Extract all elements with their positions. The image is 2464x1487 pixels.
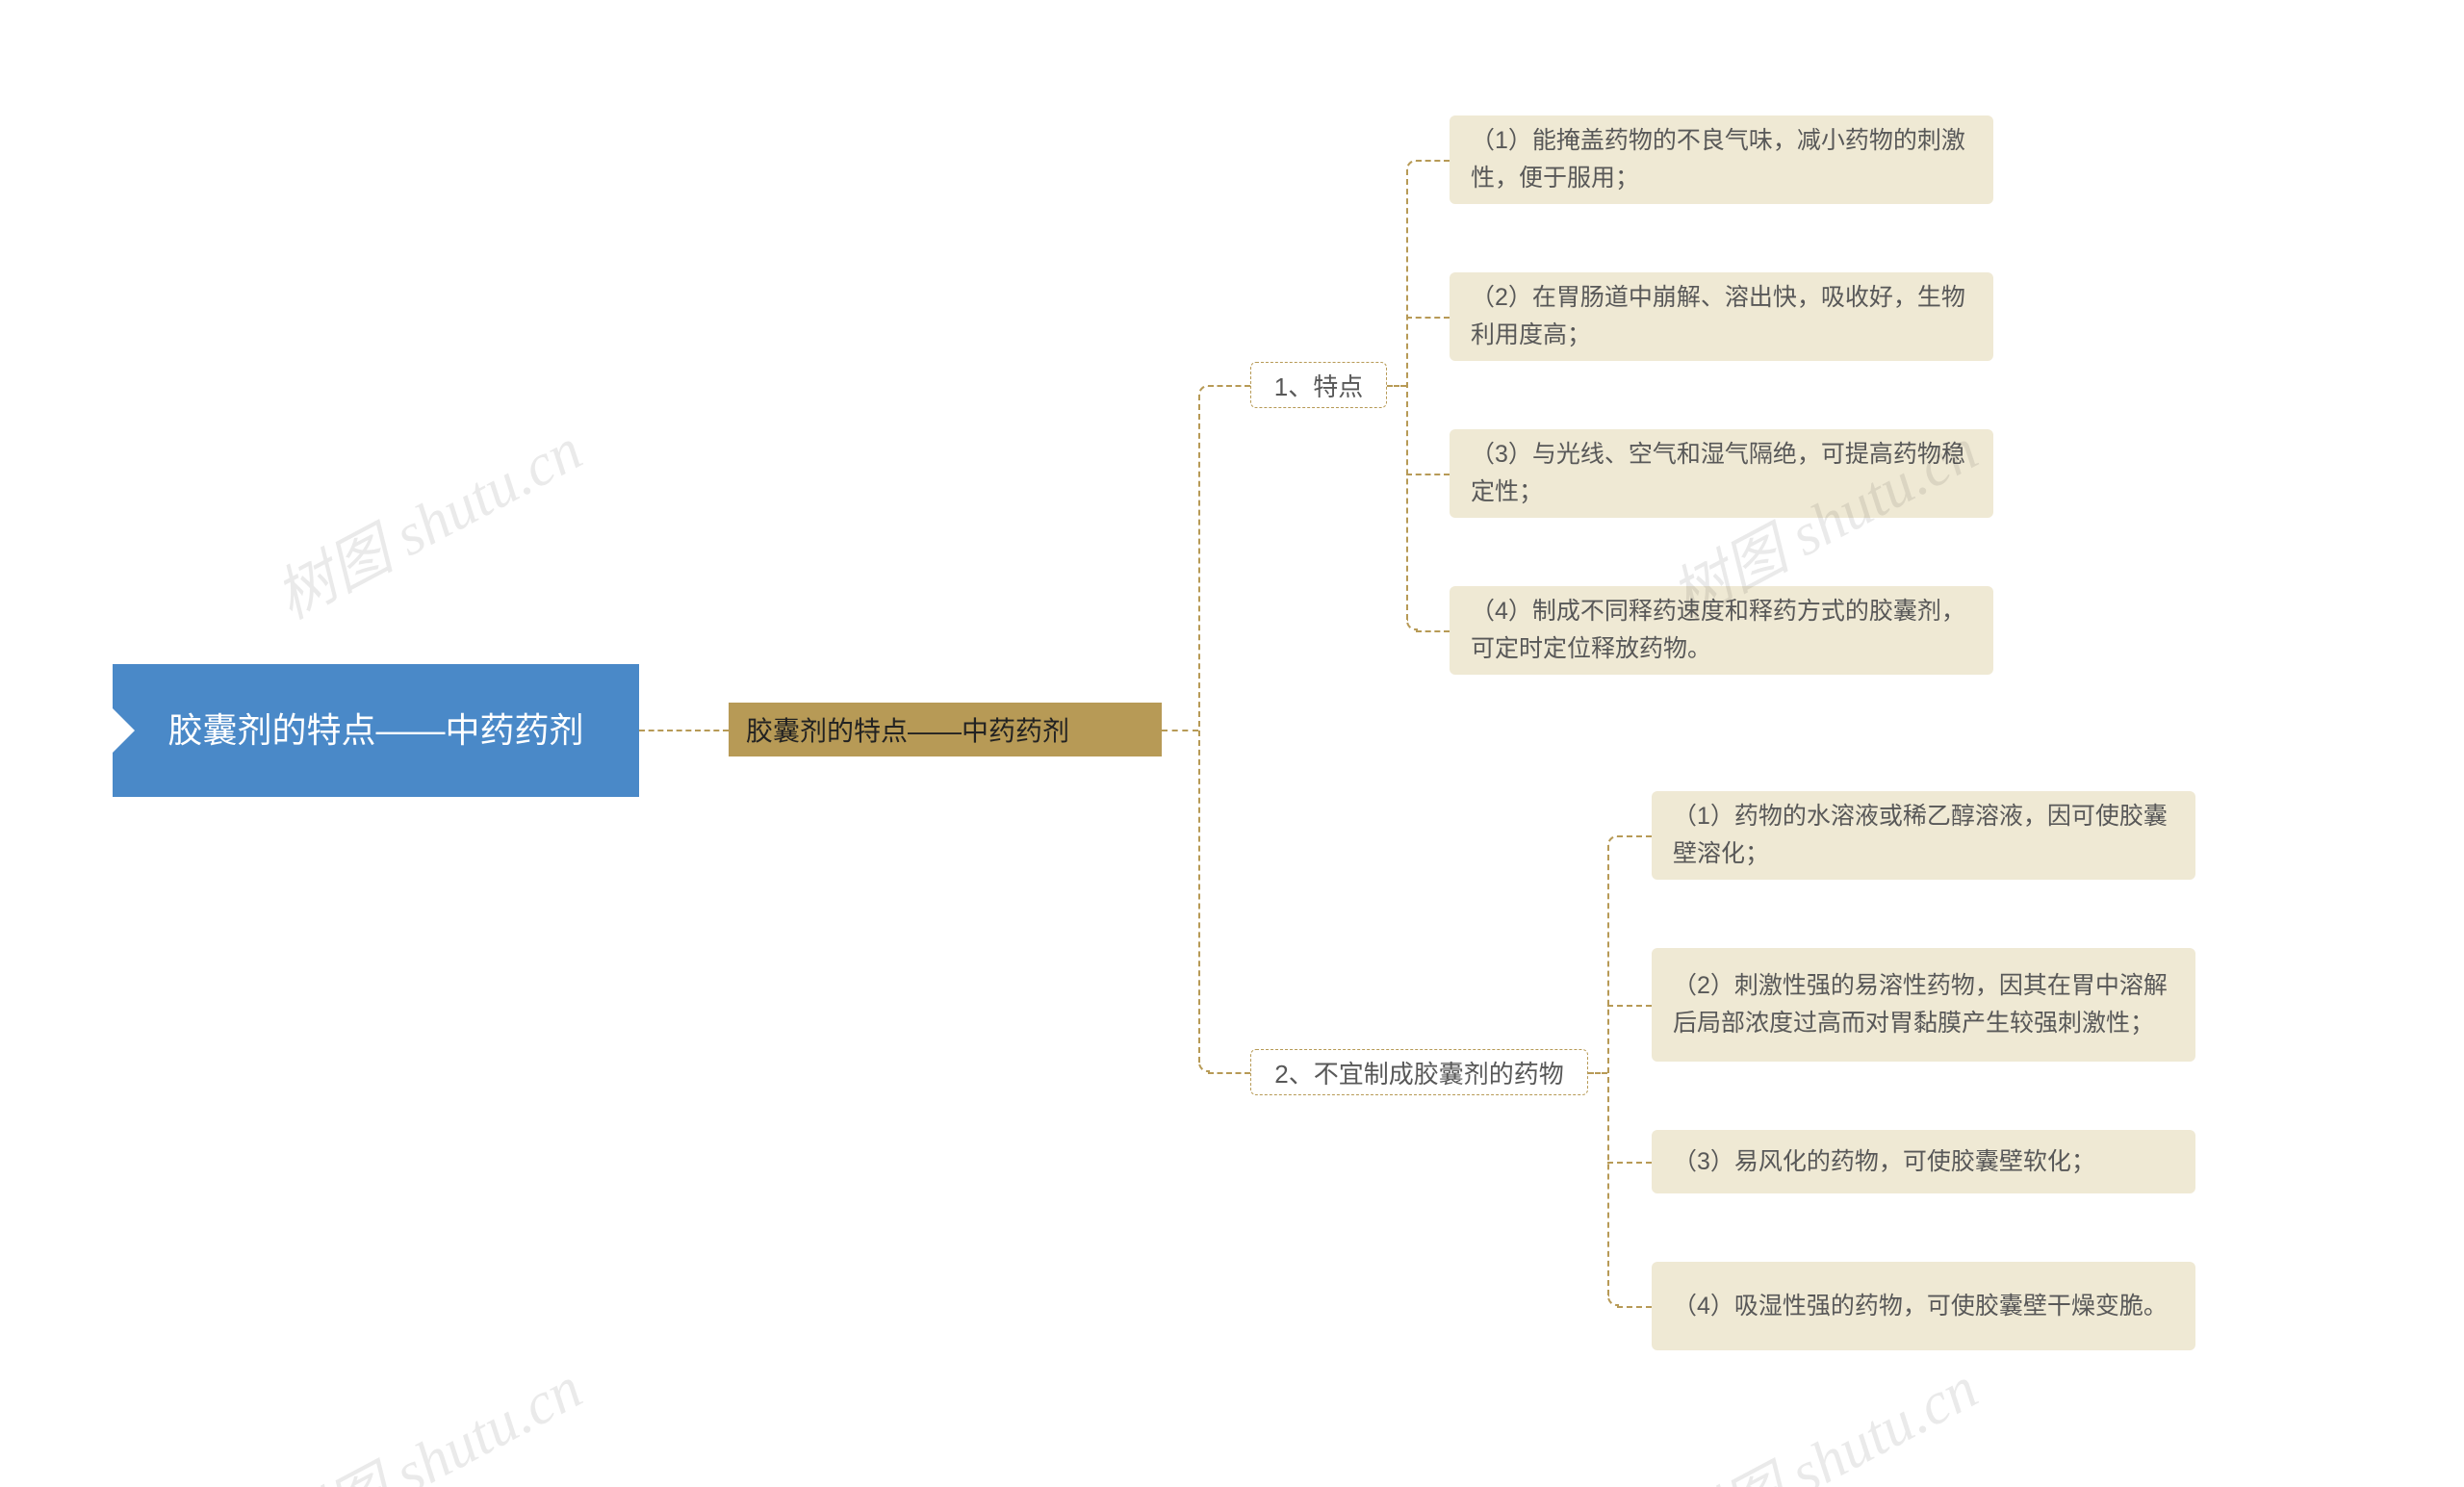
level2-node-unsuitable[interactable]: 2、不宜制成胶囊剂的药物 bbox=[1250, 1049, 1588, 1095]
leaf-text: （3）与光线、空气和湿气隔绝，可提高药物稳定性； bbox=[1471, 436, 1972, 511]
watermark-text: 树图 shutu.cn bbox=[1654, 1340, 1989, 1487]
leaf-node[interactable]: （2）刺激性强的易溶性药物，因其在胃中溶解后局部浓度过高而对胃黏膜产生较强刺激性… bbox=[1652, 948, 2195, 1062]
level1-label: 胶囊剂的特点——中药药剂 bbox=[746, 710, 1069, 749]
connector bbox=[1607, 1005, 1652, 1007]
leaf-node[interactable]: （4）制成不同释药速度和释药方式的胶囊剂，可定时定位释放药物。 bbox=[1450, 586, 1993, 675]
leaf-node[interactable]: （2）在胃肠道中崩解、溶出快，吸收好，生物利用度高； bbox=[1450, 272, 1993, 361]
root-label: 胶囊剂的特点——中药药剂 bbox=[167, 705, 583, 756]
connector bbox=[1406, 474, 1450, 475]
level2-label: 1、特点 bbox=[1274, 368, 1363, 403]
level1-node[interactable]: 胶囊剂的特点——中药药剂 bbox=[729, 703, 1162, 756]
leaf-node[interactable]: （4）吸湿性强的药物，可使胶囊壁干燥变脆。 bbox=[1652, 1262, 2195, 1350]
connector bbox=[1406, 317, 1450, 319]
watermark-text: 树图 shutu.cn bbox=[258, 401, 594, 635]
connector bbox=[1607, 1295, 1619, 1306]
connector bbox=[1198, 395, 1200, 1063]
connector bbox=[1208, 385, 1250, 387]
connector bbox=[1416, 160, 1450, 162]
level2-node-features[interactable]: 1、特点 bbox=[1250, 362, 1387, 408]
connector bbox=[1162, 730, 1198, 731]
leaf-text: （1）药物的水溶液或稀乙醇溶液，因可使胶囊壁溶化； bbox=[1673, 798, 2174, 873]
leaf-text: （2）刺激性强的易溶性药物，因其在胃中溶解后局部浓度过高而对胃黏膜产生较强刺激性… bbox=[1673, 967, 2174, 1042]
connector bbox=[1617, 835, 1652, 837]
leaf-text: （3）易风化的药物，可使胶囊壁软化； bbox=[1673, 1143, 2095, 1181]
connector bbox=[1406, 619, 1418, 630]
connector bbox=[1406, 169, 1408, 620]
leaf-text: （2）在胃肠道中崩解、溶出快，吸收好，生物利用度高； bbox=[1471, 279, 1972, 354]
leaf-text: （4）吸湿性强的药物，可使胶囊壁干燥变脆。 bbox=[1673, 1288, 2168, 1325]
connector bbox=[1588, 1072, 1607, 1074]
connector bbox=[1208, 1072, 1250, 1074]
connector bbox=[1607, 845, 1609, 1295]
watermark-text: 树图 shutu.cn bbox=[258, 1340, 594, 1487]
connector bbox=[639, 730, 729, 731]
level2-label: 2、不宜制成胶囊剂的药物 bbox=[1274, 1055, 1563, 1090]
leaf-node[interactable]: （1）药物的水溶液或稀乙醇溶液，因可使胶囊壁溶化； bbox=[1652, 791, 2195, 880]
leaf-node[interactable]: （3）易风化的药物，可使胶囊壁软化； bbox=[1652, 1130, 2195, 1193]
root-notch-icon bbox=[112, 707, 135, 754]
root-node[interactable]: 胶囊剂的特点——中药药剂 bbox=[113, 664, 639, 797]
leaf-node[interactable]: （3）与光线、空气和湿气隔绝，可提高药物稳定性； bbox=[1450, 429, 1993, 518]
connector bbox=[1387, 385, 1406, 387]
leaf-node[interactable]: （1）能掩盖药物的不良气味，减小药物的刺激性，便于服用； bbox=[1450, 115, 1993, 204]
connector bbox=[1607, 1162, 1652, 1164]
leaf-text: （4）制成不同释药速度和释药方式的胶囊剂，可定时定位释放药物。 bbox=[1471, 593, 1972, 668]
leaf-text: （1）能掩盖药物的不良气味，减小药物的刺激性，便于服用； bbox=[1471, 122, 1972, 197]
connector bbox=[1198, 1061, 1210, 1072]
connector bbox=[1617, 1306, 1652, 1308]
mindmap-canvas: { "canvas": { "width": 2560, "height": 1… bbox=[0, 0, 2464, 1487]
connector bbox=[1416, 630, 1450, 632]
